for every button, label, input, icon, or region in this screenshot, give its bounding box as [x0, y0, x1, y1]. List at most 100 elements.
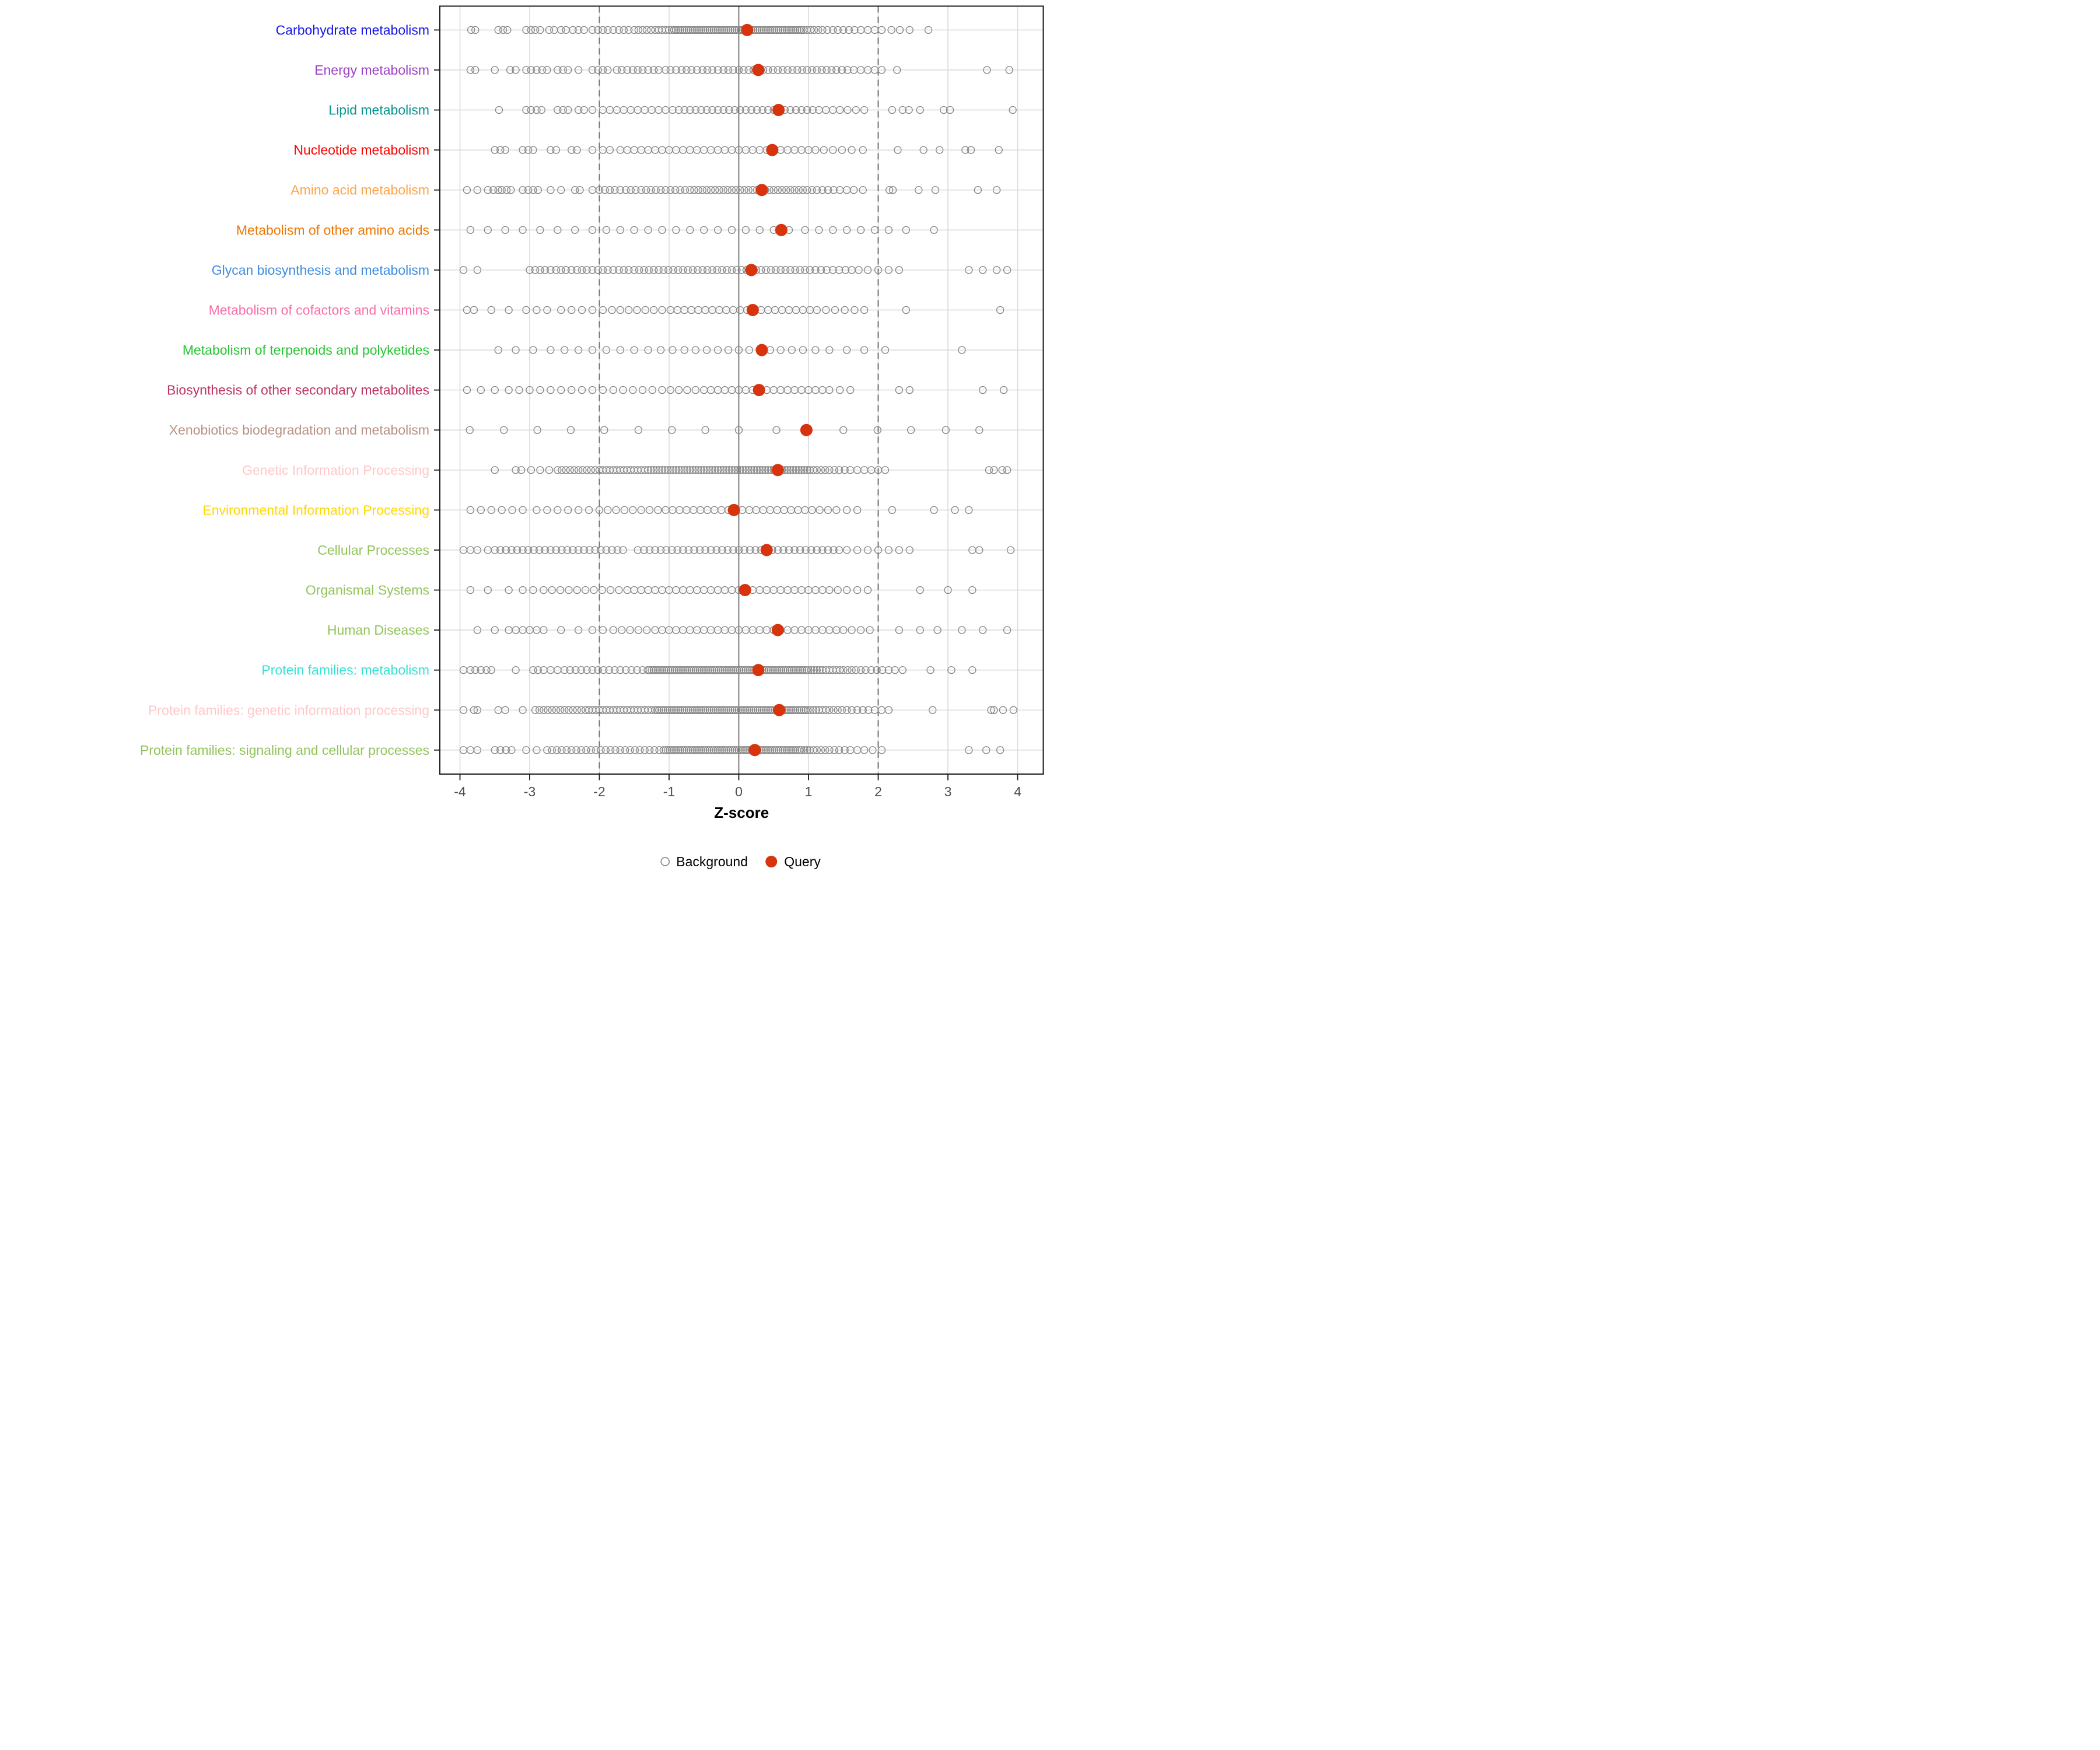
background-point — [834, 706, 842, 714]
legend-query-icon — [765, 856, 778, 867]
background-point — [561, 706, 569, 714]
background-point — [704, 26, 712, 34]
background-point — [743, 706, 751, 714]
background-point — [824, 506, 832, 514]
background-point — [713, 226, 722, 234]
background-point — [501, 706, 509, 714]
background-point — [626, 746, 634, 754]
background-point — [626, 626, 634, 634]
background-point — [770, 746, 779, 754]
background-point — [750, 466, 758, 474]
background-point — [848, 666, 856, 674]
query-point — [773, 704, 786, 716]
background-point — [526, 386, 534, 394]
background-point — [884, 546, 893, 554]
query-point — [741, 23, 754, 36]
background-point — [655, 746, 663, 754]
background-point — [626, 186, 635, 194]
background-point — [990, 466, 998, 474]
background-point — [466, 426, 474, 434]
background-point — [656, 346, 665, 354]
background-point — [595, 506, 604, 514]
background-point — [668, 26, 676, 34]
background-point — [648, 386, 657, 394]
background-point — [772, 26, 780, 34]
background-point — [713, 746, 722, 754]
background-point — [605, 666, 613, 674]
background-point — [747, 106, 755, 114]
background-point — [496, 546, 505, 554]
background-point — [565, 586, 573, 594]
background-point — [578, 266, 586, 274]
background-point — [800, 466, 808, 474]
background-point — [738, 466, 747, 474]
background-point — [581, 586, 590, 594]
background-point — [818, 66, 826, 74]
y-axis-label: Environmental Information Processing — [202, 502, 429, 517]
background-point — [843, 546, 851, 554]
background-point — [637, 186, 645, 194]
background-point — [862, 666, 870, 674]
background-point — [672, 466, 680, 474]
background-point — [622, 186, 630, 194]
background-point — [856, 666, 865, 674]
background-point — [873, 426, 882, 434]
background-point — [548, 746, 556, 754]
background-point — [484, 226, 492, 234]
background-point — [640, 746, 649, 754]
background-point — [471, 66, 480, 74]
background-point — [701, 426, 709, 434]
background-point — [946, 106, 954, 114]
background-point — [895, 386, 904, 394]
background-point — [829, 266, 837, 274]
background-point — [829, 26, 837, 34]
background-point — [706, 666, 715, 674]
background-point — [598, 386, 607, 394]
background-point — [713, 66, 722, 74]
background-point — [734, 66, 743, 74]
background-point — [774, 746, 783, 754]
background-point — [606, 746, 615, 754]
background-point — [499, 26, 508, 34]
background-point — [543, 66, 551, 74]
background-point — [564, 66, 572, 74]
background-point — [979, 626, 987, 634]
background-point — [974, 186, 982, 194]
background-point — [817, 746, 825, 754]
background-point — [531, 26, 540, 34]
x-tick-label: -3 — [524, 784, 536, 799]
background-point — [794, 466, 803, 474]
background-point — [792, 466, 800, 474]
background-point — [573, 146, 581, 154]
background-point — [836, 386, 844, 394]
background-point — [698, 666, 706, 674]
query-point — [755, 344, 768, 356]
background-point — [638, 26, 647, 34]
background-point — [836, 106, 844, 114]
background-point — [615, 26, 623, 34]
background-point — [802, 666, 811, 674]
background-point — [737, 666, 746, 674]
background-point — [975, 426, 984, 434]
background-point — [786, 266, 794, 274]
background-point — [792, 106, 800, 114]
background-point — [670, 706, 678, 714]
background-point — [702, 106, 711, 114]
background-point — [680, 26, 688, 34]
background-point — [643, 26, 651, 34]
background-point — [813, 466, 821, 474]
background-point — [825, 746, 834, 754]
background-point — [674, 706, 682, 714]
query-point — [772, 104, 785, 117]
background-point — [776, 746, 785, 754]
background-point — [708, 266, 716, 274]
background-point — [654, 506, 662, 514]
background-point — [675, 666, 683, 674]
background-point — [678, 706, 687, 714]
background-point — [680, 746, 688, 754]
background-point — [687, 666, 695, 674]
background-point — [612, 66, 621, 74]
background-point — [812, 706, 820, 714]
background-point — [676, 746, 684, 754]
background-point — [855, 266, 863, 274]
